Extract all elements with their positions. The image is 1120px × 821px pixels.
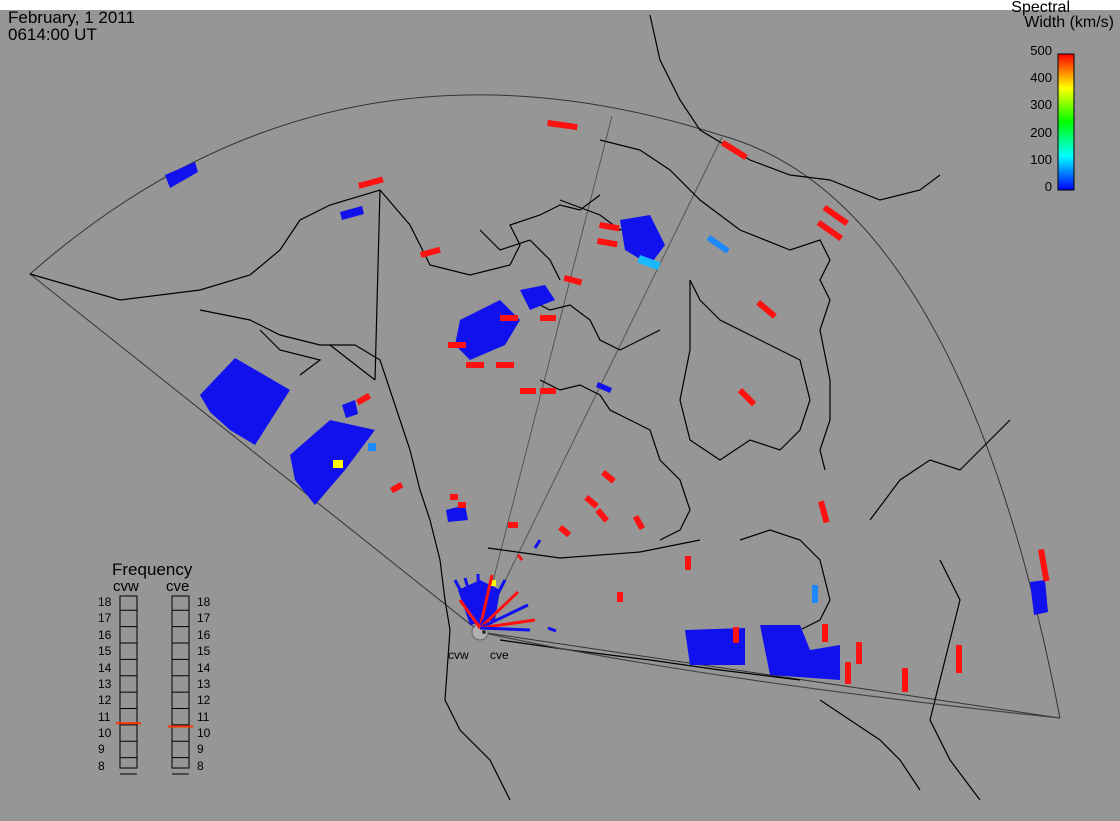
frequency-title: Frequency bbox=[112, 560, 193, 579]
borders bbox=[479, 539, 1061, 719]
colorbar-tick-label: 200 bbox=[1030, 124, 1052, 140]
colorbar-tick-label: 300 bbox=[1030, 97, 1052, 113]
frequency-tick-label: 8 bbox=[98, 758, 105, 773]
frequency-tick-label: 9 bbox=[98, 742, 105, 757]
frequency-scale-cvw bbox=[119, 595, 138, 769]
frequency-tick-label: 16 bbox=[197, 627, 211, 642]
frequency-tick-label: 17 bbox=[197, 611, 211, 626]
frequency-tick-label: 9 bbox=[197, 742, 204, 757]
frequency-tick-label: 10 bbox=[98, 726, 112, 741]
frequency-tick-label: 17 bbox=[98, 611, 112, 626]
colorbar-title: Spectral bbox=[1011, 0, 1070, 16]
frequency-tick-label: 8 bbox=[197, 758, 204, 773]
frequency-tick-label: 12 bbox=[197, 693, 211, 708]
frequency-tick-label: 11 bbox=[98, 709, 111, 724]
frequency-tick-label: 12 bbox=[98, 693, 112, 708]
colorbar-tick-label: 100 bbox=[1030, 151, 1052, 167]
site-label-cvw: cvw bbox=[448, 648, 469, 662]
radar-label-cvw: cvw bbox=[113, 578, 139, 595]
colorbar-tick-label: 500 bbox=[1030, 43, 1052, 58]
scatter-echoes-mid bbox=[333, 235, 818, 603]
frequency-tick-label: 15 bbox=[197, 644, 211, 659]
radar-site-marker bbox=[482, 630, 486, 634]
frequency-tick-label: 16 bbox=[98, 627, 112, 642]
frequency-tick-label: 13 bbox=[197, 676, 211, 691]
frequency-tick-label: 14 bbox=[98, 660, 112, 675]
frequency-tick-label: 15 bbox=[98, 644, 112, 659]
frequency-tick-label: 18 bbox=[98, 595, 112, 609]
colorbar-gradient bbox=[1057, 53, 1075, 191]
time-label: 0614:00 UT bbox=[8, 25, 97, 44]
date-label: February, 1 2011 bbox=[8, 8, 135, 27]
scatter-echoes-high bbox=[356, 119, 1050, 692]
radar-label-cve: cve bbox=[166, 578, 190, 595]
frequency-tick-label: 13 bbox=[98, 676, 112, 691]
colorbar-tick-label: 0 bbox=[1044, 179, 1052, 194]
colorbar-tick-label: 400 bbox=[1030, 70, 1052, 86]
frequency-tick-label: 14 bbox=[197, 660, 211, 675]
frequency-scale-cve bbox=[171, 595, 190, 769]
coastlines bbox=[29, 14, 1011, 801]
colorbar-unit-label: Width (km/s) bbox=[1024, 14, 1114, 31]
top-strip bbox=[0, 0, 1120, 10]
fov-beam-line bbox=[479, 115, 613, 633]
near-range-beams bbox=[453, 539, 557, 633]
fov-outline bbox=[29, 94, 1061, 719]
site-label-cve: cve bbox=[490, 648, 509, 662]
frequency-tick-label: 10 bbox=[197, 726, 211, 741]
frequency-tick-label: 18 bbox=[197, 595, 211, 609]
frequency-tick-label: 11 bbox=[197, 709, 210, 724]
